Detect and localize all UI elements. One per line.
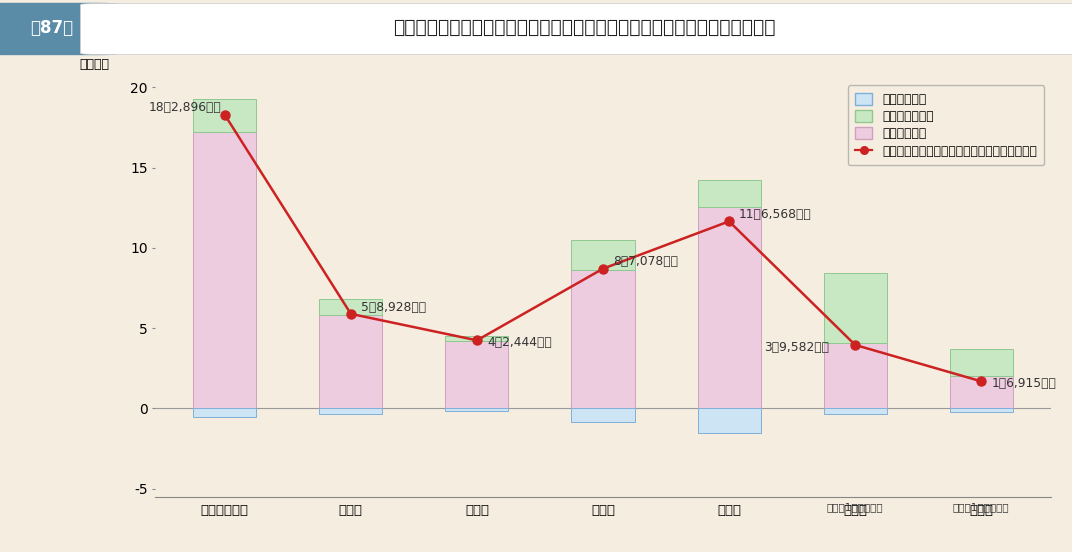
Text: 8兆7,078億円: 8兆7,078億円 <box>613 256 679 268</box>
Text: 3兆9,582億円: 3兆9,582億円 <box>764 341 830 354</box>
Text: 第87図: 第87図 <box>30 19 73 37</box>
Text: 4兆2,444億円: 4兆2,444億円 <box>487 336 552 349</box>
Bar <box>950 408 1013 412</box>
Bar <box>319 299 383 315</box>
Text: 1兆6,915億円: 1兆6,915億円 <box>992 377 1056 390</box>
Bar <box>950 349 1013 375</box>
Bar <box>698 408 761 433</box>
Bar <box>193 99 256 132</box>
Text: （兆円）: （兆円） <box>79 58 109 71</box>
Legend: 穏立金現在高, 債務負担行為額, 地方債現在高, 地方債現在高＋債務負担行為額－穏立金現在高: 穏立金現在高, 債務負担行為額, 地方債現在高, 地方債現在高＋債務負担行為額－… <box>848 86 1044 165</box>
Text: 11兆6,568億円: 11兆6,568億円 <box>740 208 812 221</box>
Bar <box>698 180 761 207</box>
Bar <box>823 273 887 343</box>
Text: （人口1万人以上）: （人口1万人以上） <box>827 502 883 512</box>
Text: （人口1万人未満）: （人口1万人未満） <box>953 502 1010 512</box>
Bar <box>193 408 256 417</box>
Bar <box>445 341 508 408</box>
Text: 18兆2,896億円: 18兆2,896億円 <box>149 101 222 114</box>
Bar <box>698 207 761 408</box>
Bar <box>571 269 635 408</box>
Bar <box>823 408 887 414</box>
Bar <box>571 408 635 422</box>
Bar <box>950 375 1013 408</box>
Text: 団体規模別の地方債及び債務負担行為による実質的な将来の財政負担の状況: 団体規模別の地方債及び債務負担行為による実質的な将来の財政負担の状況 <box>393 18 775 38</box>
FancyBboxPatch shape <box>80 3 1072 55</box>
Bar <box>193 132 256 408</box>
Bar <box>571 240 635 269</box>
Bar <box>319 315 383 408</box>
Bar <box>823 343 887 408</box>
Text: 5兆8,928億円: 5兆8,928億円 <box>361 301 426 314</box>
Bar <box>319 408 383 414</box>
FancyBboxPatch shape <box>0 3 118 55</box>
Bar <box>445 336 508 341</box>
Bar <box>445 408 508 411</box>
